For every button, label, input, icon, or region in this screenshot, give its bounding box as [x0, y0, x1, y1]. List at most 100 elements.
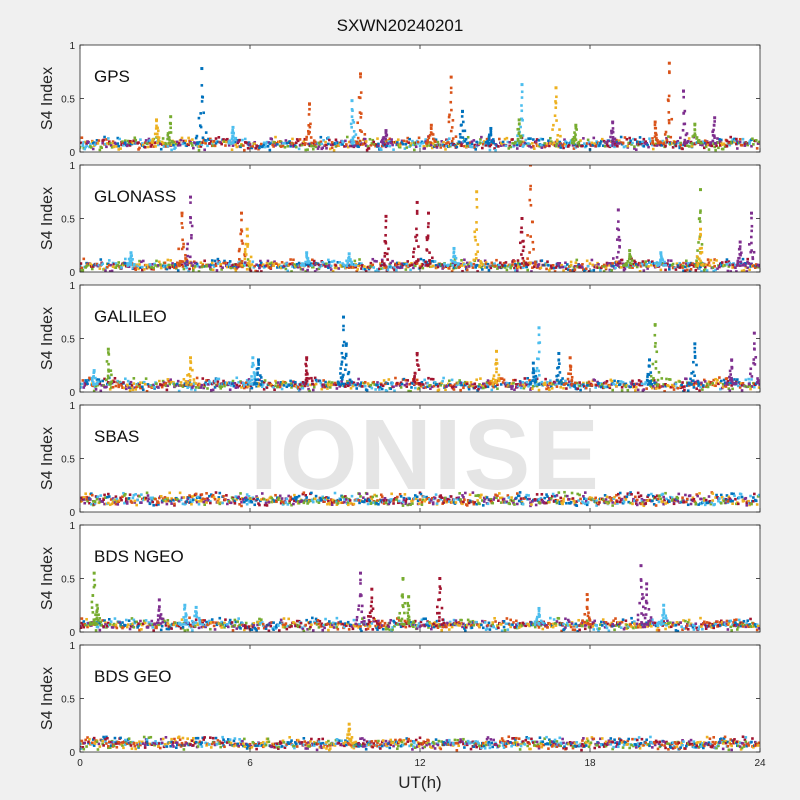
- data-point: [639, 265, 643, 268]
- data-point: [557, 358, 561, 362]
- data-point: [418, 264, 422, 268]
- data-point: [196, 495, 200, 499]
- data-point: [521, 266, 525, 269]
- data-point: [678, 261, 682, 265]
- data-point: [114, 266, 118, 269]
- data-point: [459, 136, 462, 139]
- data-point: [289, 379, 292, 383]
- data-point: [534, 379, 537, 383]
- data-point: [377, 385, 380, 389]
- data-point: [244, 253, 248, 256]
- data-point: [647, 259, 650, 262]
- data-point: [610, 379, 614, 383]
- data-point: [340, 351, 344, 355]
- data-point: [406, 503, 410, 507]
- data-point: [186, 242, 189, 246]
- data-point: [351, 384, 355, 388]
- peak-point: [251, 356, 255, 360]
- data-point: [319, 135, 323, 139]
- data-point: [375, 502, 378, 505]
- data-point: [476, 264, 479, 267]
- data-point: [381, 384, 385, 388]
- data-point: [570, 491, 574, 495]
- data-point: [293, 263, 296, 266]
- data-point: [513, 143, 516, 147]
- data-point: [582, 501, 585, 505]
- data-point: [388, 137, 392, 141]
- data-point: [646, 375, 649, 378]
- data-point: [650, 385, 653, 388]
- data-point: [92, 383, 95, 386]
- data-point: [431, 377, 435, 381]
- data-point: [511, 142, 514, 145]
- data-point: [278, 383, 282, 387]
- data-point: [501, 264, 505, 268]
- data-point: [280, 260, 284, 264]
- data-point: [413, 261, 417, 265]
- data-point: [594, 500, 597, 504]
- data-point: [174, 146, 177, 149]
- data-point: [212, 139, 216, 143]
- data-point: [257, 360, 260, 364]
- data-point: [264, 501, 268, 505]
- data-point: [578, 493, 581, 497]
- data-point: [234, 263, 238, 266]
- data-point: [536, 144, 540, 148]
- data-point: [520, 90, 524, 94]
- data-point: [430, 498, 433, 502]
- data-point: [525, 493, 529, 497]
- data-point: [498, 266, 501, 269]
- data-point: [191, 495, 194, 498]
- data-point: [225, 140, 228, 144]
- data-point: [373, 383, 376, 386]
- data-point: [515, 383, 518, 386]
- data-point: [279, 266, 283, 270]
- data-point: [620, 389, 624, 392]
- data-point: [749, 384, 752, 388]
- data-point: [731, 266, 734, 269]
- data-point: [528, 379, 531, 382]
- data-point: [614, 141, 617, 145]
- data-point: [251, 496, 255, 500]
- data-point: [136, 498, 139, 502]
- data-point: [628, 254, 632, 258]
- data-point: [555, 142, 559, 146]
- data-point: [526, 268, 529, 272]
- data-point: [597, 263, 600, 266]
- data-point: [330, 146, 334, 149]
- data-point: [162, 381, 166, 384]
- data-point: [717, 146, 720, 150]
- data-point: [110, 502, 114, 506]
- data-point: [532, 144, 535, 148]
- data-point: [347, 255, 351, 259]
- data-point: [451, 119, 455, 122]
- data-point: [275, 500, 278, 504]
- data-point: [375, 494, 378, 498]
- data-point: [157, 139, 160, 142]
- data-point: [253, 264, 257, 268]
- data-point: [700, 381, 703, 385]
- data-point: [205, 379, 208, 382]
- data-point: [702, 268, 706, 272]
- data-point: [493, 496, 496, 499]
- data-point: [262, 380, 266, 384]
- data-point: [573, 135, 577, 139]
- data-point: [433, 260, 437, 263]
- data-point: [201, 136, 205, 140]
- data-point: [562, 383, 566, 386]
- data-point: [143, 141, 147, 144]
- data-point: [221, 266, 224, 269]
- data-point: [494, 148, 497, 152]
- data-point: [575, 258, 579, 262]
- data-point: [304, 494, 308, 497]
- data-point: [128, 263, 131, 266]
- data-point: [441, 379, 444, 383]
- data-point: [703, 139, 707, 143]
- data-point: [243, 257, 247, 261]
- data-point: [715, 381, 718, 385]
- data-point: [202, 138, 206, 142]
- data-point: [666, 140, 669, 144]
- data-point: [253, 381, 257, 384]
- data-point: [324, 265, 327, 268]
